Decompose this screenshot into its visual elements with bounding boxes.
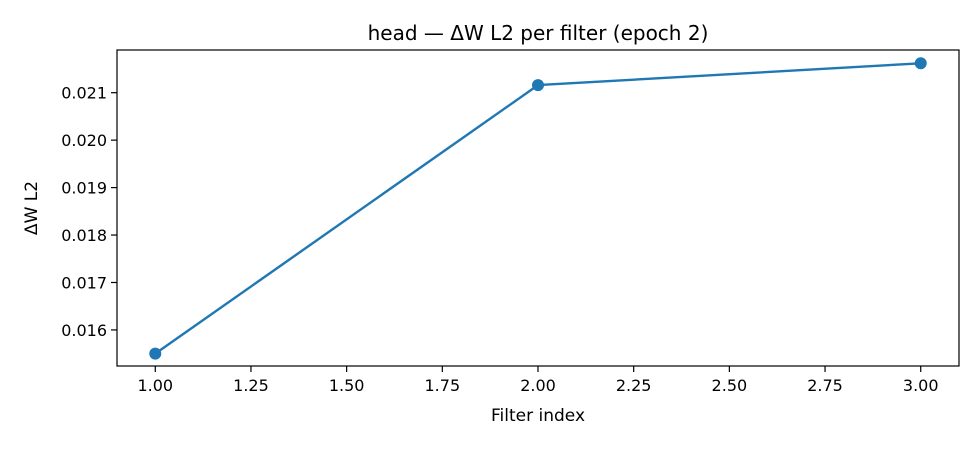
x-tick-label: 2.75 (807, 376, 843, 395)
y-tick-label: 0.017 (61, 273, 107, 292)
data-point (532, 79, 544, 92)
x-axis: 1.00 1.25 1.50 1.75 2.00 2.25 2.50 2.75 3.00 (137, 366, 939, 395)
plot-area (149, 57, 927, 360)
x-tick-label: 2.50 (712, 376, 748, 395)
x-tick-label: 1.25 (233, 376, 269, 395)
y-axis: 0.016 0.017 0.018 0.019 0.020 0.021 (61, 84, 117, 340)
x-tick-label: 2.00 (520, 376, 556, 395)
x-tick-label: 1.75 (425, 376, 461, 395)
x-tick-label: 1.50 (329, 376, 365, 395)
y-axis-label: ΔW L2 (22, 181, 42, 235)
y-tick-label: 0.021 (61, 84, 107, 103)
data-point (914, 57, 927, 70)
x-tick-label: 1.00 (137, 376, 173, 395)
y-tick-label: 0.018 (61, 226, 107, 245)
x-axis-label: Filter index (491, 406, 585, 426)
x-tick-label: 2.25 (616, 376, 652, 395)
data-point (149, 347, 162, 360)
y-tick-label: 0.020 (61, 131, 107, 150)
y-tick-label: 0.016 (61, 321, 107, 340)
chart-title: head — ΔW L2 per filter (epoch 2) (368, 21, 709, 45)
x-tick-label: 3.00 (903, 376, 939, 395)
y-tick-label: 0.019 (61, 179, 107, 198)
